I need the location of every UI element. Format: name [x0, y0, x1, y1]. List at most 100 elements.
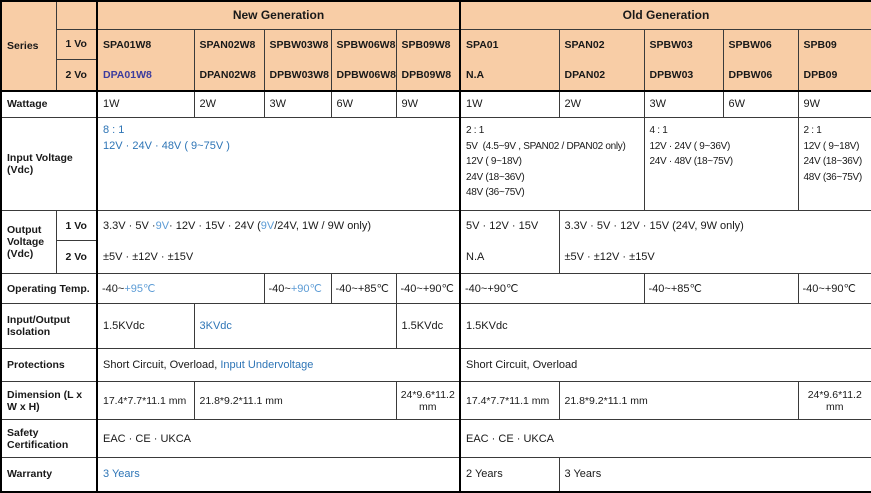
- wattage-new-1: 1W: [97, 91, 194, 118]
- dimension-new-2: 21.8*9.2*11.1 mm: [194, 382, 396, 420]
- output-voltage-vo1: 3.3V · 5V · 12V · 15V (24V, 9W only): [560, 211, 871, 241]
- vo1-label: 1 Vo: [56, 29, 97, 60]
- output-segment: · 12V · 15V · 24V (: [169, 220, 261, 232]
- temp-max-highlight: +90℃: [291, 283, 322, 295]
- wattage-old-1: 1W: [460, 91, 559, 118]
- safety-row-label: Safety Certification: [1, 420, 97, 458]
- isolation-new-2: 3KVdc: [194, 304, 396, 349]
- input-voltage-line: 24V (18~36V): [804, 154, 867, 170]
- series-old-col1: SPA01 N.A: [460, 29, 559, 91]
- series-name: SPA01W8: [98, 30, 194, 60]
- isolation-old: 1.5KVdc: [460, 304, 871, 349]
- operating-temp-row-label: Operating Temp.: [1, 274, 97, 304]
- series-name: SPAN02: [560, 30, 644, 60]
- output-vo1-label: 1 Vo: [56, 211, 97, 241]
- isolation-row-label: Input/Output Isolation: [1, 304, 97, 349]
- output-voltage-row-label: Output Voltage (Vdc): [1, 211, 56, 274]
- wattage-old-2: 2W: [559, 91, 644, 118]
- input-voltage-line: 48V (36~75V): [466, 185, 639, 201]
- input-voltage-line: 12V · 24V · 48V ( 9~75V ): [103, 139, 454, 155]
- series-row-label: Series: [1, 1, 56, 91]
- series-name: DPBW03: [645, 60, 723, 90]
- input-voltage-line: 48V (36~75V): [804, 170, 867, 186]
- output-voltage-vo2: ±5V · ±12V · ±15V: [560, 241, 871, 273]
- protections-text: Short Circuit, Overload,: [103, 359, 220, 371]
- input-voltage-old-cell1: 2 : 1 5V (4.5~9V , SPAN02 / DPAN02 only)…: [460, 118, 644, 211]
- input-voltage-line: 12V ( 9~18V): [466, 154, 639, 170]
- series-name: DPAN02: [560, 60, 644, 90]
- dimension-new-3: 24*9.6*11.2 mm: [396, 382, 460, 420]
- series-new-col3: SPBW03W8 DPBW03W8: [264, 29, 331, 91]
- output-voltage-new: 3.3V · 5V · 9V · 12V · 15V · 24V (9V /24…: [97, 211, 460, 274]
- series-name: DPBW03W8: [265, 60, 331, 90]
- warranty-old-col1: 2 Years: [460, 458, 559, 492]
- series-name: N.A: [461, 60, 559, 90]
- series-name: SPBW03: [645, 30, 723, 60]
- temp-range: -40~: [102, 283, 124, 295]
- protections-row-label: Protections: [1, 349, 97, 382]
- output-voltage-vo1: 5V · 12V · 15V: [461, 211, 559, 241]
- temp-range: -40~: [269, 283, 291, 295]
- safety-old: EAC · CE · UKCA: [460, 420, 871, 458]
- input-voltage-new: 8 : 1 12V · 24V · 48V ( 9~75V ): [97, 118, 460, 211]
- input-voltage-line: 12V · 24V ( 9~36V): [650, 139, 793, 155]
- warranty-row-label: Warranty: [1, 458, 97, 492]
- wattage-new-3: 3W: [264, 91, 331, 118]
- operating-temp-old-3: -40~+90℃: [798, 274, 871, 304]
- output-voltage-vo2: N.A: [461, 241, 559, 273]
- output-voltage-vo1: 3.3V · 5V · 9V · 12V · 15V · 24V (9V /24…: [98, 211, 459, 241]
- series-old-col3: SPBW03 DPBW03: [644, 29, 723, 91]
- dimension-old-3: 24*9.6*11.2 mm: [798, 382, 871, 420]
- dimension-row-label: Dimension (L x W x H): [1, 382, 97, 420]
- input-voltage-line: 2 : 1: [466, 123, 639, 139]
- operating-temp-new-2: -40~+90℃: [264, 274, 331, 304]
- operating-temp-new-1: -40~+95℃: [97, 274, 264, 304]
- series-name: SPBW06: [724, 30, 798, 60]
- input-voltage-old-cell3: 2 : 1 12V ( 9~18V) 24V (18~36V) 48V (36~…: [798, 118, 871, 211]
- wattage-old-3: 3W: [644, 91, 723, 118]
- operating-temp-old-1: -40~+90℃: [460, 274, 644, 304]
- output-vo2-label: 2 Vo: [56, 241, 97, 274]
- input-voltage-line: 12V ( 9~18V): [804, 139, 867, 155]
- output-segment-highlight: 9V: [156, 220, 169, 232]
- warranty-old-rest: 3 Years: [559, 458, 871, 492]
- wattage-new-4: 6W: [331, 91, 396, 118]
- series-old-col2: SPAN02 DPAN02: [559, 29, 644, 91]
- old-generation-header: Old Generation: [460, 1, 871, 29]
- series-name: SPBW06W8: [332, 30, 396, 60]
- input-voltage-line: 4 : 1: [650, 123, 793, 139]
- operating-temp-new-3: -40~+85℃: [331, 274, 396, 304]
- output-voltage-old-cell1: 5V · 12V · 15V N.A: [460, 211, 559, 274]
- safety-new: EAC · CE · UKCA: [97, 420, 460, 458]
- protections-new: Short Circuit, Overload, Input Undervolt…: [97, 349, 460, 382]
- protections-highlight: Input Undervoltage: [220, 359, 313, 371]
- series-new-col4: SPBW06W8 DPBW06W8: [331, 29, 396, 91]
- series-name: SPB09W8: [397, 30, 460, 60]
- dimension-old-2: 21.8*9.2*11.1 mm: [559, 382, 798, 420]
- input-voltage-old-cell2: 4 : 1 12V · 24V ( 9~36V) 24V · 48V (18~7…: [644, 118, 798, 211]
- series-name: DPAN02W8: [195, 60, 264, 90]
- warranty-new: 3 Years: [97, 458, 460, 492]
- series-name: SPA01: [461, 30, 559, 60]
- series-new-col2: SPAN02W8 DPAN02W8: [194, 29, 264, 91]
- output-voltage-old-cell2: 3.3V · 5V · 12V · 15V (24V, 9W only) ±5V…: [559, 211, 871, 274]
- output-voltage-vo2: ±5V · ±12V · ±15V: [98, 241, 459, 273]
- input-voltage-line: 8 : 1: [103, 123, 454, 139]
- series-name: DPA01W8: [98, 60, 194, 90]
- vo2-label: 2 Vo: [56, 60, 97, 91]
- dimension-new-1: 17.4*7.7*11.1 mm: [97, 382, 194, 420]
- series-name: DPB09W8: [397, 60, 460, 90]
- input-voltage-line: 5V (4.5~9V , SPAN02 / DPAN02 only): [466, 139, 639, 155]
- series-name: DPB09: [799, 60, 871, 90]
- wattage-old-4: 6W: [723, 91, 798, 118]
- wattage-new-5: 9W: [396, 91, 460, 118]
- series-old-col5: SPB09 DPB09: [798, 29, 871, 91]
- protections-old: Short Circuit, Overload: [460, 349, 871, 382]
- input-voltage-line: 24V (18~36V): [466, 170, 639, 186]
- series-name: DPBW06: [724, 60, 798, 90]
- wattage-old-5: 9W: [798, 91, 871, 118]
- isolation-new-1: 1.5KVdc: [97, 304, 194, 349]
- input-voltage-line: 24V · 48V (18~75V): [650, 154, 793, 170]
- series-name: SPB09: [799, 30, 871, 60]
